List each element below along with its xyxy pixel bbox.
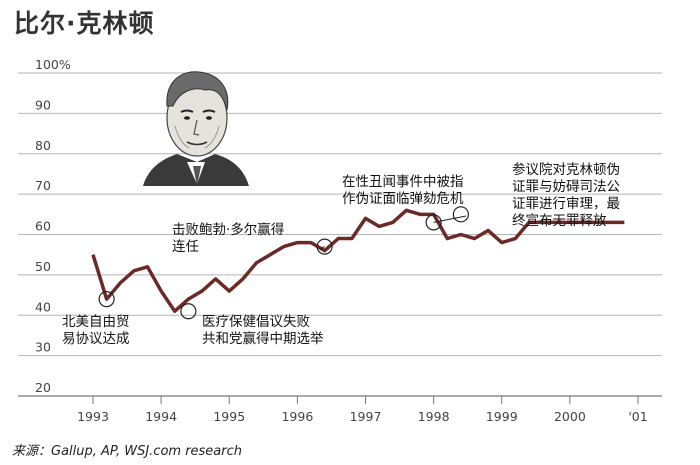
annotation-line: 在性丑闻事件中被指	[342, 174, 464, 190]
annotation-line: 共和党赢得中期选举	[202, 330, 324, 347]
annotation-line: 参议院对克林顿伪	[512, 161, 620, 178]
event-marker	[316, 238, 333, 255]
y-tick-label: 30	[35, 340, 51, 355]
annotation-label: 北美自由贸易协议达成	[62, 314, 130, 347]
annotation-label: 参议院对克林顿伪证罪与妨碍司法公证罪进行审理，最终宣布无罪释放	[512, 161, 620, 229]
annotation-label: 击败鲍勃·多尔赢得连任	[172, 221, 284, 255]
event-marker	[98, 291, 115, 308]
y-tick-label: 60	[35, 219, 51, 234]
annotation-line: 击败鲍勃·多尔赢得	[172, 221, 284, 238]
annotation-line: 证罪进行审理，最	[512, 196, 620, 212]
source-note: 来源：Gallup, AP, WSJ.com research	[12, 444, 243, 459]
x-tick-label: 1996	[281, 409, 313, 424]
x-tick-label: 1998	[418, 409, 450, 424]
annotation-label: 在性丑闻事件中被指作伪证面临弹劾危机	[342, 174, 464, 207]
x-tick-label: 1997	[350, 409, 382, 424]
x-tick-label: 1993	[77, 409, 109, 424]
portrait-illustration	[143, 71, 249, 186]
y-tick-label: 70	[35, 178, 51, 193]
annotation-line: 易协议达成	[62, 331, 130, 347]
annotations: 北美自由贸易协议达成 医疗保健倡议失败共和党赢得中期选举 击败鲍勃·多尔赢得连任 在性…	[62, 161, 620, 347]
annotation-label: 医疗保健倡议失败共和党赢得中期选举	[202, 314, 324, 347]
annotation-leader	[433, 215, 467, 223]
x-tick-label: 1994	[145, 409, 177, 424]
event-marker	[180, 303, 197, 320]
event-marker	[452, 206, 469, 223]
grid-lines	[18, 72, 662, 397]
x-tick-label: 1999	[486, 409, 518, 424]
x-axis-ticks: 1993 1994 1995 1996 1997 1998 1999 2000 '01	[77, 396, 648, 424]
y-axis-ticks: 100% 90 80 70 60 50 40 30 20	[35, 57, 71, 395]
event-marker	[425, 214, 442, 231]
y-tick-label: 80	[35, 138, 51, 153]
x-tick-label: 1995	[213, 409, 245, 424]
annotation-line: 证罪与妨碍司法公	[512, 179, 620, 195]
y-tick-label: 50	[35, 259, 51, 274]
y-tick-label: 100%	[35, 57, 71, 72]
annotation-line: 终宣布无罪释放	[512, 213, 607, 229]
approval-series-line	[91, 208, 625, 313]
chart-title: 比尔·克林顿	[14, 9, 155, 38]
annotation-line: 北美自由贸	[62, 314, 130, 330]
y-tick-label: 90	[35, 97, 51, 112]
x-tick-label: '01	[628, 409, 647, 424]
y-tick-label: 20	[35, 380, 51, 395]
annotation-line: 作伪证面临弹劾危机	[342, 191, 464, 207]
y-tick-label: 40	[35, 299, 51, 314]
event-markers	[98, 206, 469, 320]
x-tick-label: 2000	[554, 409, 586, 424]
annotation-line: 医疗保健倡议失败	[202, 314, 310, 330]
annotation-line: 连任	[172, 239, 199, 255]
annotation-leader	[319, 246, 325, 250]
